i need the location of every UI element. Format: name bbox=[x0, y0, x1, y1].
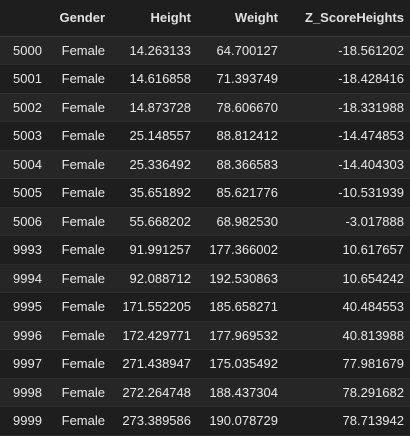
z-score-cell: -18.331988 bbox=[338, 99, 404, 115]
height-cell: 273.389586 bbox=[122, 413, 191, 429]
row-index-cell: 5006 bbox=[13, 213, 42, 229]
gender-cell: Female bbox=[61, 213, 105, 229]
z-score-cell: 10.654242 bbox=[342, 270, 404, 286]
gender-cell: Female bbox=[61, 185, 105, 201]
z-score-cell: 78.291682 bbox=[342, 384, 404, 400]
z-score-cell: -10.531939 bbox=[338, 185, 404, 201]
height-cell: 272.264748 bbox=[122, 384, 191, 400]
height-cell: 14.873728 bbox=[129, 99, 191, 115]
weight-cell: 88.812412 bbox=[216, 128, 278, 144]
table-row: 5003 Female 25.148557 88.812412 -14.474853 bbox=[0, 121, 410, 150]
height-cell: 14.263133 bbox=[129, 42, 191, 58]
weight-cell: 78.606670 bbox=[216, 99, 278, 115]
height-cell: 271.438947 bbox=[122, 356, 191, 372]
gender-cell: Female bbox=[61, 99, 105, 115]
height-cell: 25.148557 bbox=[129, 128, 191, 144]
weight-cell: 185.658271 bbox=[209, 299, 278, 315]
gender-cell: Female bbox=[61, 71, 105, 87]
row-index-cell: 9996 bbox=[13, 327, 42, 343]
index-header bbox=[0, 0, 55, 37]
table-row: 5001 Female 14.616858 71.393749 -18.428416 bbox=[0, 64, 410, 93]
row-index-cell: 9999 bbox=[13, 413, 42, 429]
row-index-cell: 5005 bbox=[13, 185, 42, 201]
weight-cell: 192.530863 bbox=[209, 270, 278, 286]
z-score-cell: -3.017888 bbox=[345, 213, 404, 229]
table-row: 5002 Female 14.873728 78.606670 -18.331988 bbox=[0, 93, 410, 122]
gender-cell: Female bbox=[61, 413, 105, 429]
table-row: 5000 Female 14.263133 64.700127 -18.561202 bbox=[0, 36, 410, 65]
height-cell: 92.088712 bbox=[129, 270, 191, 286]
gender-cell: Female bbox=[61, 242, 105, 258]
table-row: 9994 Female 92.088712 192.530863 10.654242 bbox=[0, 264, 410, 293]
row-index-cell: 9997 bbox=[13, 356, 42, 372]
z-score-header: Z_ScoreHeights bbox=[284, 0, 410, 37]
gender-cell: Female bbox=[61, 356, 105, 372]
weight-cell: 85.621776 bbox=[216, 185, 278, 201]
row-index-cell: 9995 bbox=[13, 299, 42, 315]
height-cell: 91.991257 bbox=[129, 242, 191, 258]
gender-cell: Female bbox=[61, 327, 105, 343]
table-row: 5006 Female 55.668202 68.982530 -3.017888 bbox=[0, 207, 410, 236]
weight-cell: 64.700127 bbox=[216, 42, 278, 58]
table-body: 5000 Female 14.263133 64.700127 -18.561202 50… bbox=[0, 36, 410, 435]
row-index-cell: 5004 bbox=[13, 156, 42, 172]
gender-cell: Female bbox=[61, 270, 105, 286]
height-cell: 25.336492 bbox=[129, 156, 191, 172]
weight-header: Weight bbox=[197, 0, 284, 37]
gender-header: Gender bbox=[55, 0, 111, 37]
height-cell: 14.616858 bbox=[129, 71, 191, 87]
table-row: 9995 Female 171.552205 185.658271 40.484553 bbox=[0, 292, 410, 321]
z-score-cell: -14.404303 bbox=[338, 156, 404, 172]
table-header: Gender Height Weight Z_ScoreHeights bbox=[0, 0, 410, 37]
weight-cell: 177.366002 bbox=[209, 242, 278, 258]
table-row: 9999 Female 273.389586 190.078729 78.713942 bbox=[0, 406, 410, 435]
weight-cell: 175.035492 bbox=[209, 356, 278, 372]
height-cell: 171.552205 bbox=[122, 299, 191, 315]
row-index-cell: 9993 bbox=[13, 242, 42, 258]
height-header: Height bbox=[111, 0, 197, 37]
table-row: 9996 Female 172.429771 177.969532 40.813988 bbox=[0, 321, 410, 350]
z-score-cell: 40.813988 bbox=[342, 327, 404, 343]
z-score-cell: -18.428416 bbox=[338, 71, 404, 87]
weight-cell: 190.078729 bbox=[209, 413, 278, 429]
z-score-cell: 40.484553 bbox=[342, 299, 404, 315]
z-score-cell: 78.713942 bbox=[342, 413, 404, 429]
weight-cell: 68.982530 bbox=[216, 213, 278, 229]
weight-cell: 177.969532 bbox=[209, 327, 278, 343]
gender-cell: Female bbox=[61, 42, 105, 58]
row-index-cell: 5002 bbox=[13, 99, 42, 115]
row-index-cell: 5003 bbox=[13, 128, 42, 144]
z-score-cell: -14.474853 bbox=[338, 128, 404, 144]
row-index-cell: 9994 bbox=[13, 270, 42, 286]
gender-cell: Female bbox=[61, 299, 105, 315]
gender-cell: Female bbox=[61, 128, 105, 144]
table-row: 9993 Female 91.991257 177.366002 10.617657 bbox=[0, 235, 410, 264]
row-index-cell: 5000 bbox=[13, 42, 42, 58]
height-cell: 55.668202 bbox=[129, 213, 191, 229]
gender-cell: Female bbox=[61, 156, 105, 172]
z-score-cell: 77.981679 bbox=[342, 356, 404, 372]
weight-cell: 71.393749 bbox=[216, 71, 278, 87]
z-score-cell: -18.561202 bbox=[338, 42, 404, 58]
row-index-cell: 5001 bbox=[13, 71, 42, 87]
header-row: Gender Height Weight Z_ScoreHeights bbox=[0, 0, 410, 37]
row-index-cell: 9998 bbox=[13, 384, 42, 400]
weight-cell: 88.366583 bbox=[216, 156, 278, 172]
height-cell: 35.651892 bbox=[129, 185, 191, 201]
table-row: 5004 Female 25.336492 88.366583 -14.404303 bbox=[0, 150, 410, 179]
table-row: 9998 Female 272.264748 188.437304 78.291682 bbox=[0, 378, 410, 407]
gender-cell: Female bbox=[61, 384, 105, 400]
height-cell: 172.429771 bbox=[122, 327, 191, 343]
z-score-cell: 10.617657 bbox=[342, 242, 404, 258]
table-row: 9997 Female 271.438947 175.035492 77.981679 bbox=[0, 349, 410, 378]
table-row: 5005 Female 35.651892 85.621776 -10.531939 bbox=[0, 178, 410, 207]
weight-cell: 188.437304 bbox=[209, 384, 278, 400]
